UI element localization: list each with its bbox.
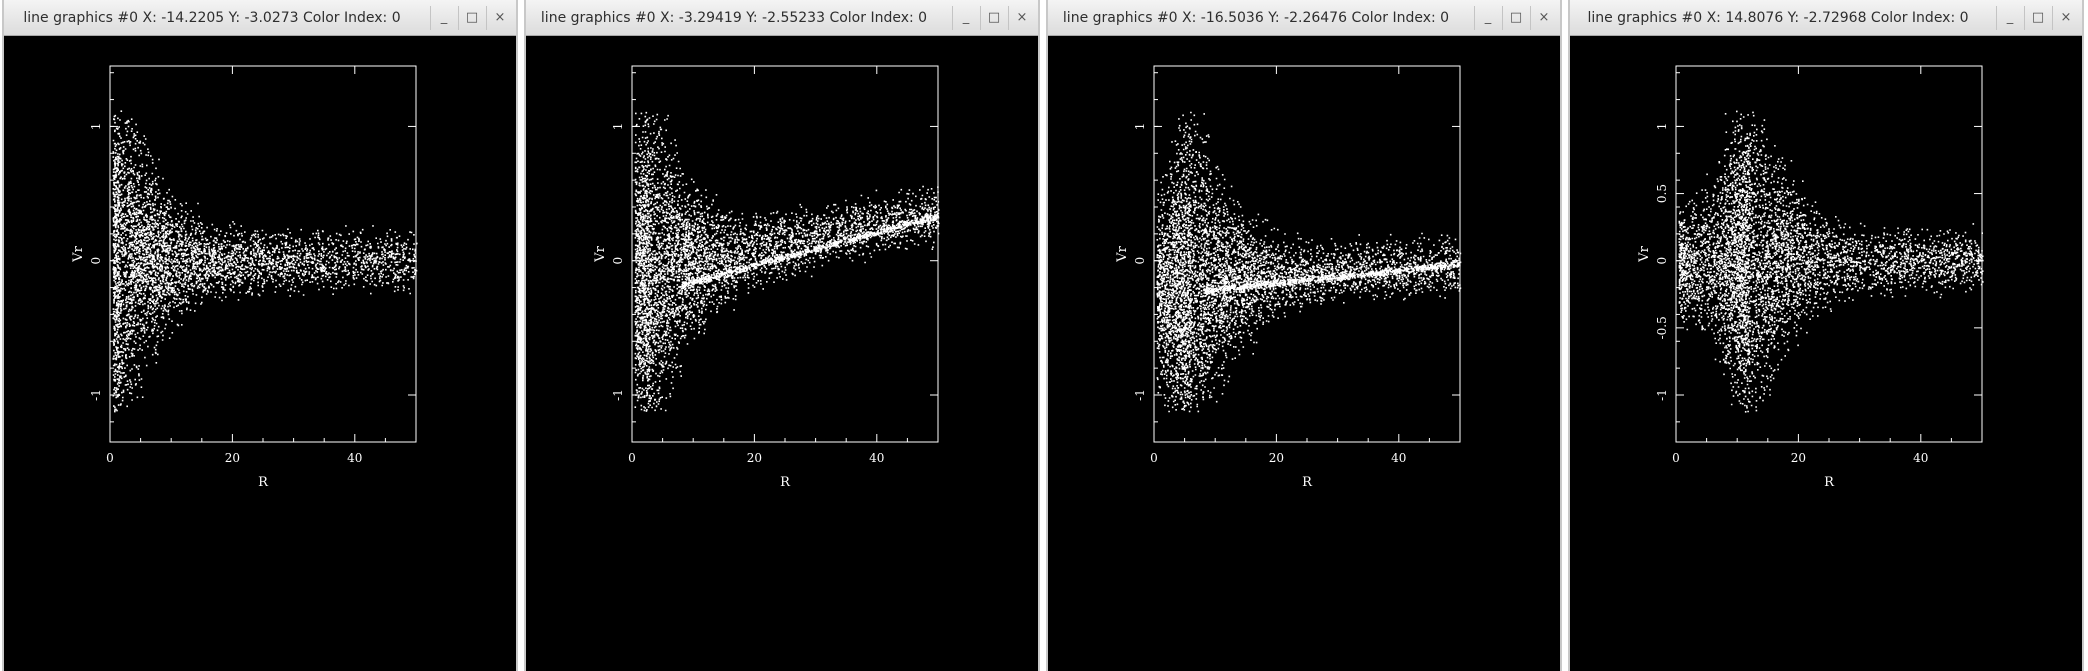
x-tick-label: 20	[225, 451, 240, 465]
scatter-points	[1678, 110, 1984, 413]
maximize-icon: □	[987, 10, 1001, 25]
window-titlebar[interactable]: line graphics #0 X: -14.2205 Y: -3.0273 …	[4, 0, 516, 36]
minimize-button[interactable]: _	[952, 6, 979, 30]
x-tick-label: 0	[628, 451, 636, 465]
minimize-icon: _	[962, 10, 970, 25]
x-tick-label: 40	[1913, 451, 1928, 465]
y-tick-label: -1	[611, 389, 625, 401]
window-titlebar[interactable]: line graphics #0 X: 14.8076 Y: -2.72968 …	[1570, 0, 2082, 36]
minimize-button[interactable]: _	[1474, 6, 1501, 30]
maximize-button[interactable]: □	[458, 6, 485, 30]
plot-window-3[interactable]: line graphics #0 X: -16.5036 Y: -2.26476…	[1046, 0, 1562, 671]
y-tick-label: -1	[89, 389, 103, 401]
plot-frame	[1153, 65, 1461, 443]
plot-canvas[interactable]: 0 20 40 1 0 -1 R Vr	[1048, 36, 1560, 669]
window-title: line graphics #0 X: -3.29419 Y: -2.55233…	[540, 10, 928, 26]
y-axis-label: Vr	[1637, 245, 1652, 262]
plot-window-2[interactable]: line graphics #0 X: -3.29419 Y: -2.55233…	[524, 0, 1040, 671]
y-tick-label: -1	[1133, 389, 1147, 401]
window-titlebar[interactable]: line graphics #0 X: -16.5036 Y: -2.26476…	[1048, 0, 1560, 36]
plot-window-4[interactable]: line graphics #0 X: 14.8076 Y: -2.72968 …	[1568, 0, 2084, 671]
scatter-points	[634, 111, 940, 412]
x-tick-label: 0	[1150, 451, 1158, 465]
y-tick-label: 0	[1133, 257, 1147, 265]
plot-canvas[interactable]: 0 20 40 1 0 -1 R Vr	[526, 36, 1038, 669]
scatter-cloud	[112, 110, 418, 413]
close-icon: ×	[494, 10, 506, 25]
x-tick-label: 20	[1791, 451, 1806, 465]
x-tick-label: 40	[869, 451, 884, 465]
close-button[interactable]: ×	[2052, 6, 2079, 30]
x-axis-label: R	[1302, 475, 1313, 490]
close-icon: ×	[1538, 10, 1550, 25]
window-title: line graphics #0 X: -16.5036 Y: -2.26476…	[1062, 10, 1450, 26]
window-title: line graphics #0 X: 14.8076 Y: -2.72968 …	[1587, 10, 1969, 26]
maximize-icon: □	[465, 10, 479, 25]
y-tick-label: 0	[611, 257, 625, 265]
y-axis-label: Vr	[1115, 245, 1130, 262]
window-title: line graphics #0 X: -14.2205 Y: -3.0273 …	[23, 10, 401, 26]
plot-window-1[interactable]: line graphics #0 X: -14.2205 Y: -3.0273 …	[2, 0, 518, 671]
minimize-button[interactable]: _	[430, 6, 457, 30]
close-icon: ×	[2060, 10, 2072, 25]
y-axis-label: Vr	[71, 245, 86, 262]
minimize-icon: _	[2006, 10, 2014, 25]
plot-canvas[interactable]: 0 20 40 1 0 -1 R Vr	[4, 36, 516, 669]
x-axis-label: R	[780, 475, 791, 490]
y-tick-label: 1	[611, 123, 625, 131]
y-tick-label: 1	[89, 123, 103, 131]
y-tick-label: -0.5	[1655, 316, 1669, 339]
x-tick-label: 40	[1391, 451, 1406, 465]
maximize-icon: □	[1509, 10, 1523, 25]
y-tick-label: 1	[1655, 123, 1669, 131]
close-icon: ×	[1016, 10, 1028, 25]
x-tick-label: 0	[106, 451, 114, 465]
maximize-button[interactable]: □	[2024, 6, 2051, 30]
y-tick-label: -1	[1655, 389, 1669, 401]
scatter-cloud	[634, 111, 940, 412]
y-tick-label: 0.5	[1655, 184, 1669, 203]
minimize-button[interactable]: _	[1996, 6, 2023, 30]
maximize-icon: □	[2031, 10, 2045, 25]
minimize-icon: _	[1484, 10, 1492, 25]
x-tick-label: 0	[1672, 451, 1680, 465]
x-axis-label: R	[258, 475, 269, 490]
y-axis-label: Vr	[593, 245, 608, 262]
minimize-icon: _	[440, 10, 448, 25]
close-button[interactable]: ×	[1530, 6, 1557, 30]
plot-canvas[interactable]: 0 20 40 1 0.5 0 -0.5 -1 R Vr	[1570, 36, 2082, 669]
x-tick-label: 20	[1269, 451, 1284, 465]
close-button[interactable]: ×	[1008, 6, 1035, 30]
window-titlebar[interactable]: line graphics #0 X: -3.29419 Y: -2.55233…	[526, 0, 1038, 36]
maximize-button[interactable]: □	[980, 6, 1007, 30]
x-axis-label: R	[1824, 475, 1835, 490]
close-button[interactable]: ×	[486, 6, 513, 30]
scatter-points	[112, 110, 418, 413]
x-tick-label: 20	[747, 451, 762, 465]
y-tick-label: 0	[1655, 257, 1669, 265]
y-tick-label: 1	[1133, 123, 1147, 131]
maximize-button[interactable]: □	[1502, 6, 1529, 30]
scatter-cloud	[1678, 110, 1984, 413]
y-tick-label: 0	[89, 257, 103, 265]
scatter-points	[1156, 111, 1462, 413]
x-tick-label: 40	[347, 451, 362, 465]
scatter-cloud	[1156, 111, 1462, 413]
